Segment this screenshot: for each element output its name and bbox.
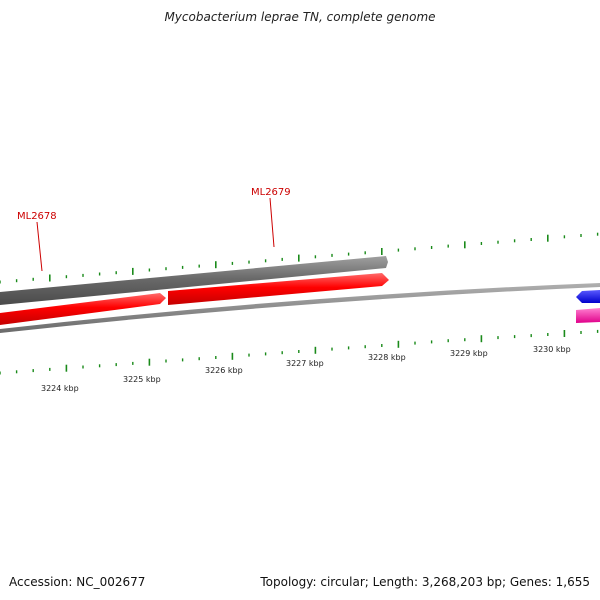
- outer-tick-marks: [0, 232, 599, 284]
- scale-label-3230: 3230 kbp: [533, 345, 571, 354]
- red-gene-feature-ml2679[interactable]: [168, 273, 389, 305]
- genome-title: Mycobacterium leprae TN, complete genome: [164, 10, 436, 24]
- genome-backbone: [0, 283, 600, 333]
- red-gene-feature-ml2678[interactable]: [0, 293, 166, 325]
- scale-label-3226: 3226 kbp: [205, 366, 243, 375]
- gray-gene-feature[interactable]: [0, 256, 388, 305]
- inner-tick-marks: [0, 329, 599, 375]
- blue-gene-feature[interactable]: [576, 290, 600, 303]
- scale-label-3228: 3228 kbp: [368, 353, 406, 362]
- gene-label-ml2679[interactable]: ML2679: [251, 187, 291, 198]
- pink-gene-feature[interactable]: [576, 308, 600, 323]
- accession-text: Accession: NC_002677: [9, 575, 146, 589]
- gene-label-leader-ml2678: [36, 221, 43, 272]
- scale-label-3224: 3224 kbp: [41, 384, 79, 393]
- gene-label-ml2678[interactable]: ML2678: [17, 211, 57, 222]
- scale-label-3225: 3225 kbp: [123, 375, 161, 384]
- scale-label-3227: 3227 kbp: [286, 359, 324, 368]
- scale-label-3229: 3229 kbp: [450, 349, 488, 358]
- gene-label-leader-ml2679: [269, 197, 275, 248]
- genome-summary-text: Topology: circular; Length: 3,268,203 bp…: [260, 575, 590, 589]
